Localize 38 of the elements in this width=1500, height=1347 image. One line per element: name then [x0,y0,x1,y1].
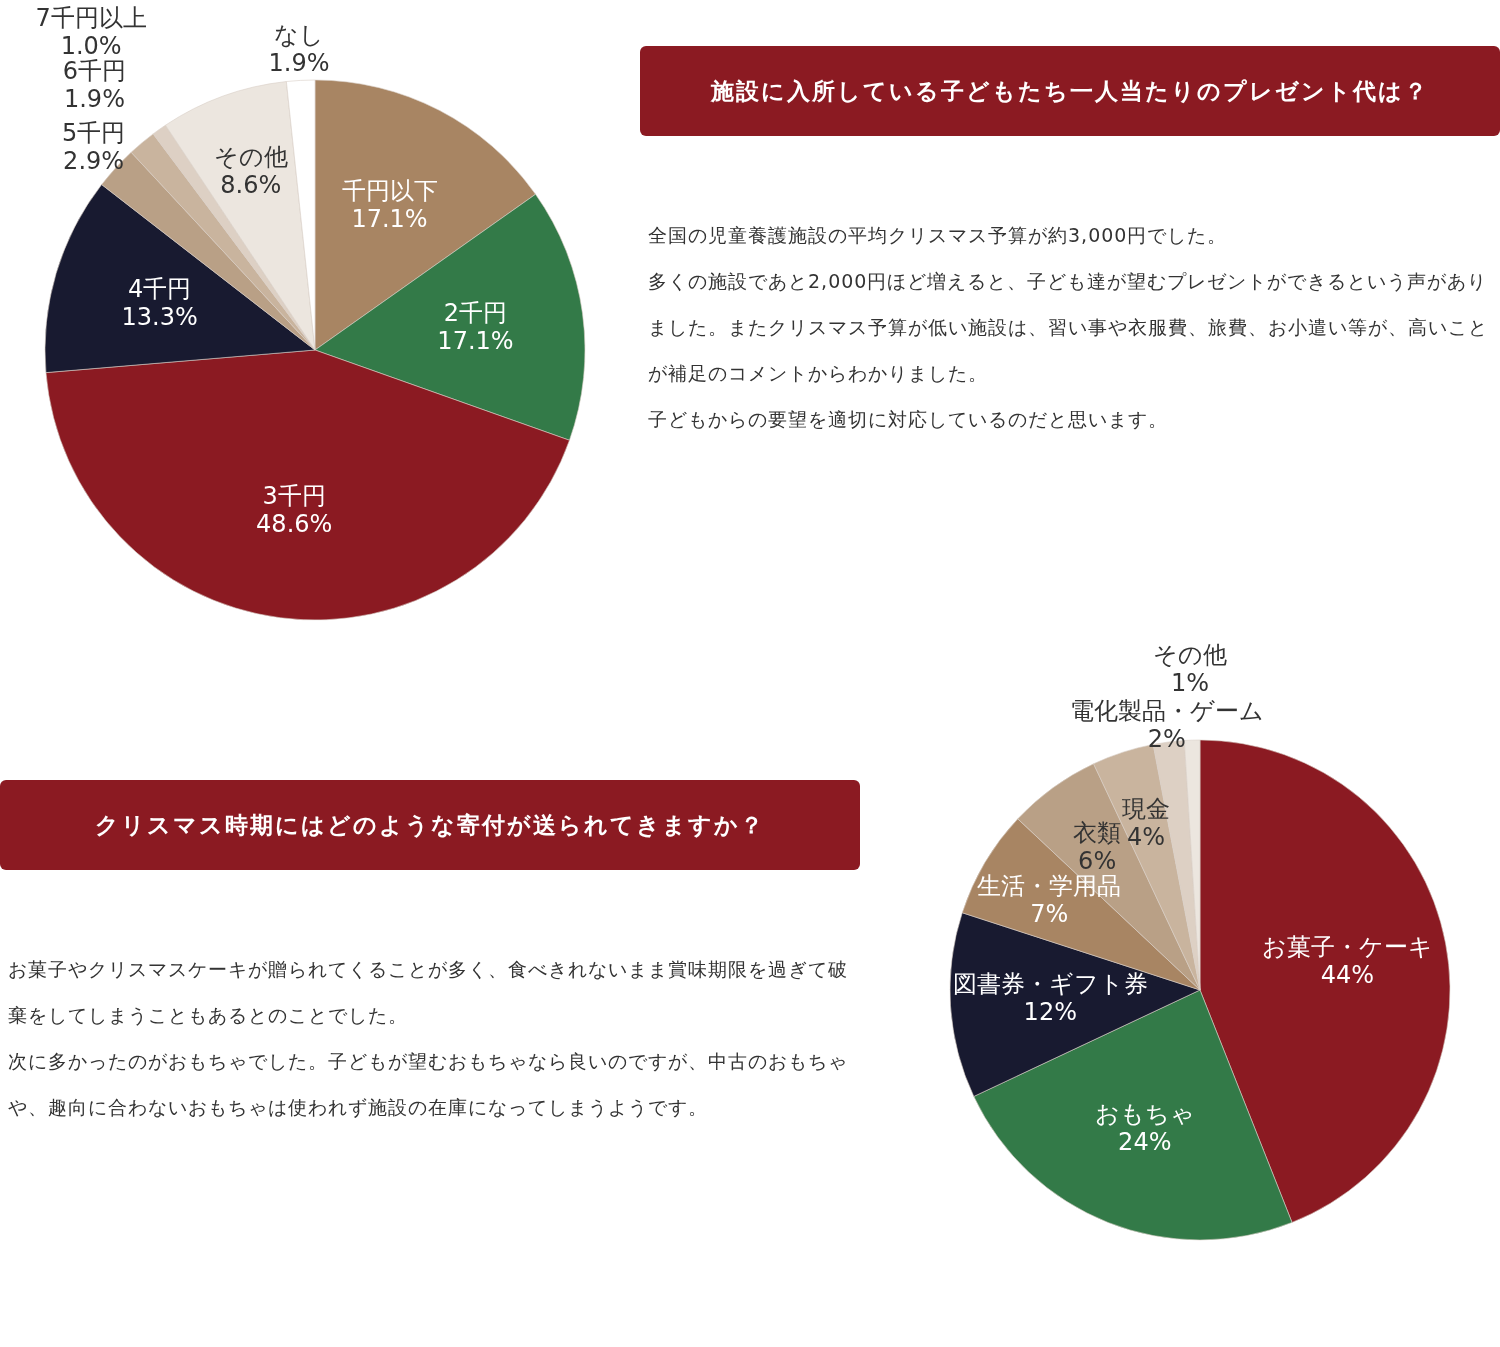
slice-label: 千円以下 [341,177,438,206]
text: お菓子やクリスマスケーキが贈られてくることが多く、食べきれないまま賞味期限を過ぎて破棄をしてしまうこともあるとのことでした。 [8,958,848,1026]
data-label: 7% [1030,899,1069,928]
slice-label: おもちゃ [1094,1100,1195,1129]
slice-label: 2千円 [443,298,508,327]
slice-label: 図書券・ギフト券 [952,970,1148,999]
data-label: 1.9% [268,49,330,78]
text: 子どもからの要望を適切に対応しているのだと思います。 [648,407,1169,432]
text: 施設に入所している子どもたち一人当たりのプレゼント代は？ [640,46,1500,136]
text: 多くの施設であと2,000円ほど増えると、子ども達が望むプレゼントができるという声がありました。またクリスマス予算が低い施設は、習い事や衣服費、旅費、お小遣い等が、高いことが補足のコメントからわかりました。 [648,270,1488,384]
data-label: 17.1% [437,326,514,355]
data-label: 48.6% [256,509,333,538]
text: 全国の児童養護施設の平均クリスマス予算が約3,000円でした。 [648,223,1229,248]
slice-label: 7千円以上 [35,4,147,33]
text: クリスマス時期にはどのような寄付が送られてきますか？ [0,780,860,870]
data-label: 24% [1118,1128,1172,1157]
data-label: 8.6% [220,171,282,200]
slice-label: その他 [1152,641,1227,670]
data-label: 1.9% [63,85,125,113]
slice-label: なし [274,21,325,50]
data-label: 2.9% [63,146,125,175]
data-label: 2% [1147,725,1186,754]
data-label: 12% [1023,998,1077,1027]
slice-label: 衣類 [1073,819,1122,848]
slice-label: 3千円 [262,481,326,510]
slice-label: お菓子・ケーキ [1261,932,1433,961]
slice-label: 4千円 [128,275,192,303]
text: 次に多かったのがおもちゃでした。子どもが望むおもちゃなら良いのですが、中古のおもちゃや、趣向に合わないおもちゃは使われず施設の在庫になってしまうようです。 [8,1050,848,1118]
slice-label: 現金 [1121,794,1170,823]
data-label: 44% [1320,960,1375,989]
slice-label: 5千円 [61,118,126,147]
slice-label: その他 [213,143,288,172]
data-label: 13.3% [121,303,198,331]
slice-label: 6千円 [62,57,127,85]
slice-label: 電化製品・ゲーム [1069,697,1264,726]
data-label: 17.1% [351,205,428,234]
data-label: 4% [1126,822,1165,851]
data-label: 1% [1170,669,1209,698]
